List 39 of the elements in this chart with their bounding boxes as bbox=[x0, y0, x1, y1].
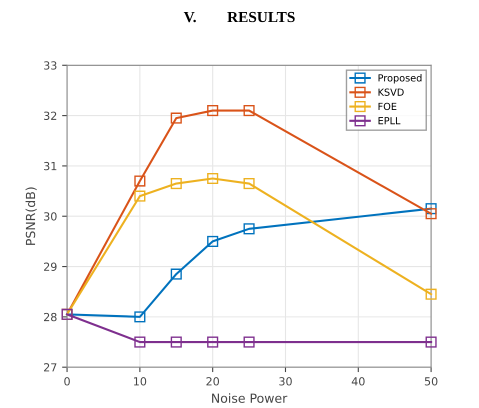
x-tick-label: 0 bbox=[64, 377, 70, 386]
x-tick-label: 40 bbox=[352, 377, 365, 386]
point bbox=[207, 336, 218, 348]
point bbox=[244, 336, 255, 348]
point bbox=[426, 288, 437, 300]
point bbox=[170, 268, 182, 280]
point bbox=[426, 336, 437, 348]
point bbox=[170, 112, 182, 124]
point bbox=[207, 172, 218, 184]
y-tick-label: 32 bbox=[44, 112, 56, 120]
point bbox=[207, 236, 218, 247]
point bbox=[426, 208, 437, 220]
legend-label: KSVD bbox=[378, 88, 404, 96]
point bbox=[134, 175, 146, 187]
point bbox=[134, 311, 146, 322]
y-tick-label: 27 bbox=[44, 363, 56, 372]
chart-title: V. RESULTS bbox=[184, 12, 295, 22]
legend-label: EPLL bbox=[378, 117, 400, 124]
point bbox=[244, 223, 255, 234]
x-tick-label: 10 bbox=[134, 377, 146, 386]
y-tick-label: 33 bbox=[44, 61, 56, 70]
x-axis-title: Noise Power bbox=[212, 393, 288, 403]
point bbox=[134, 190, 146, 202]
x-tick-label: 50 bbox=[424, 377, 438, 386]
point bbox=[170, 178, 182, 190]
y-axis-title: PSNR(dB) bbox=[26, 187, 37, 245]
y-tick-label: 31 bbox=[44, 162, 56, 170]
x-tick-label: 20 bbox=[206, 377, 220, 386]
point bbox=[244, 105, 255, 116]
point bbox=[170, 336, 182, 348]
point bbox=[244, 178, 255, 190]
point bbox=[207, 105, 218, 116]
point bbox=[134, 336, 146, 348]
legend-label: FOE bbox=[378, 102, 396, 110]
y-tick-label: 30 bbox=[44, 212, 57, 221]
legend-label: Proposed bbox=[378, 74, 422, 84]
x-tick-label: 30 bbox=[279, 377, 292, 386]
y-tick-label: 28 bbox=[44, 312, 57, 322]
y-tick-label: 29 bbox=[44, 262, 57, 271]
